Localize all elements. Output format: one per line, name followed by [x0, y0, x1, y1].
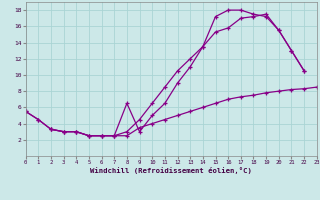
X-axis label: Windchill (Refroidissement éolien,°C): Windchill (Refroidissement éolien,°C) — [90, 167, 252, 174]
